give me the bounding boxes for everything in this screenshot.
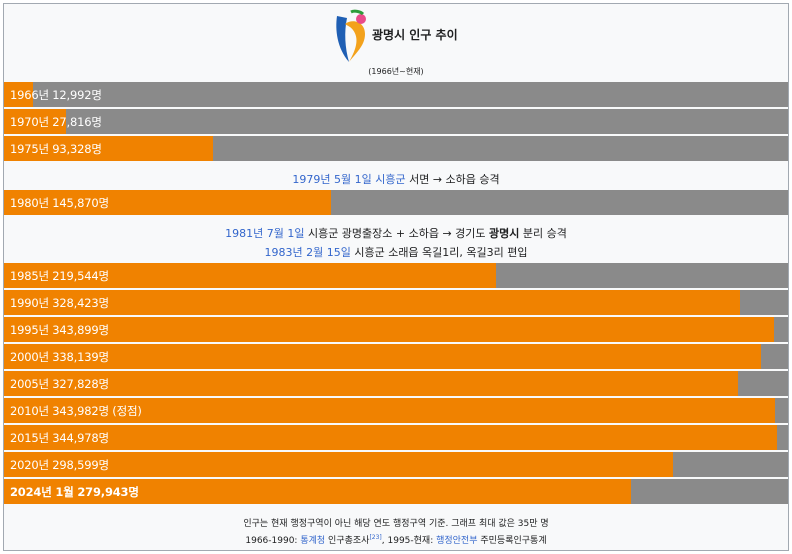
bar-fill [4, 344, 761, 369]
bar-fill [4, 190, 331, 215]
bar-fill [4, 317, 774, 342]
bar-row: 1975년 93,328명 [4, 136, 788, 161]
reference-link[interactable]: [23] [369, 534, 382, 541]
bar-label: 1980년 145,870명 [10, 196, 109, 210]
bar-row: 1985년 219,544명 [4, 263, 788, 288]
chart-title: 광명시 인구 추이 [372, 28, 458, 42]
bar-row: 2015년 344,978명 [4, 425, 788, 450]
bar-label: 1985년 219,544명 [10, 269, 109, 283]
ministry-link[interactable]: 행정안전부 [436, 536, 478, 546]
bar-fill [4, 82, 33, 107]
bar-row: 2020년 298,599명 [4, 452, 788, 477]
bar-row: 2005년 327,828명 [4, 371, 788, 396]
note-1981-text1: 시흥군 광명출장소 + 소하읍 → 경기도 [304, 227, 490, 240]
bar-fill [4, 452, 673, 477]
statistics-korea-link[interactable]: 통계청 [300, 536, 326, 546]
footer-note: 인구는 현재 행정구역이 아닌 해당 연도 행정구역 기준. 그래프 최대 값은… [243, 519, 549, 529]
note-1979-date-link[interactable]: 1979년 5월 1일 [292, 173, 372, 186]
chart-frame: 광명시 인구 추이 (1966년~현재) 1966년 12,992명 1970년 … [3, 3, 789, 551]
bar-fill [4, 398, 775, 423]
footer-src-c: , 1995-현재: [381, 536, 437, 546]
note-1979: 1979년 5월 1일 시흥군 서면 → 소하읍 승격 [4, 171, 788, 187]
bar-label: 2010년 343,982명 (정점) [10, 404, 142, 418]
bar-row: 1980년 145,870명 [4, 190, 788, 215]
note-1981-city: 광명시 [489, 227, 520, 240]
bar-label: 2000년 338,139명 [10, 350, 109, 364]
bar-label: 1990년 328,423명 [10, 296, 109, 310]
bar-label: 2015년 344,978명 [10, 431, 109, 445]
bar-row: 2000년 338,139명 [4, 344, 788, 369]
footer-src-a: 1966-1990: [245, 536, 301, 546]
bar-fill [4, 263, 496, 288]
bar-fill [4, 479, 631, 504]
bar-fill [4, 136, 213, 161]
bar-fill [4, 290, 740, 315]
note-1983-text: 시흥군 소래읍 옥길1리, 옥길3리 편입 [350, 246, 528, 259]
chart-header: 광명시 인구 추이 (1966년~현재) [4, 4, 788, 86]
bar-fill [4, 371, 738, 396]
bar-row: 2010년 343,982명 (정점) [4, 398, 788, 423]
bar-label: 1975년 93,328명 [10, 142, 102, 156]
bar-label: 2005년 327,828명 [10, 377, 109, 391]
bar-row: 2024년 1월 279,943명 [4, 479, 788, 504]
footer-src-d: 주민등록인구통계 [477, 536, 547, 546]
bar-row: 1995년 343,899명 [4, 317, 788, 342]
bar-label: 2020년 298,599명 [10, 458, 109, 472]
note-1981-date-link[interactable]: 1981년 7월 1일 [225, 227, 305, 240]
bar-row: 1970년 27,816명 [4, 109, 788, 134]
note-1983: 1983년 2월 15일 시흥군 소래읍 옥길1리, 옥길3리 편입 [4, 244, 788, 260]
note-1981: 1981년 7월 1일 시흥군 광명출장소 + 소하읍 → 경기도 광명시 분리… [4, 225, 788, 241]
footer-src-b: 인구총조사 [325, 536, 370, 546]
bar-fill [4, 109, 66, 134]
note-1981-text2: 분리 승격 [519, 227, 567, 240]
note-1979-text: 서면 → 소하읍 승격 [405, 173, 500, 186]
bar-label: 1995년 343,899명 [10, 323, 109, 337]
bar-label: 2024년 1월 279,943명 [10, 485, 139, 499]
footer-sources: 1966-1990: 통계청 인구총조사[23], 1995-현재: 행정안전부… [4, 533, 788, 546]
note-1979-county-link[interactable]: 시흥군 [375, 173, 406, 186]
bar-label: 1966년 12,992명 [10, 88, 102, 102]
bar-row: 1990년 328,423명 [4, 290, 788, 315]
chart-subtitle: (1966년~현재) [368, 67, 424, 76]
city-logo-icon [336, 9, 366, 62]
bar-row: 1966년 12,992명 [4, 82, 788, 107]
bar-label: 1970년 27,816명 [10, 115, 102, 129]
note-1983-date-link[interactable]: 1983년 2월 15일 [264, 246, 351, 259]
bar-fill [4, 425, 777, 450]
